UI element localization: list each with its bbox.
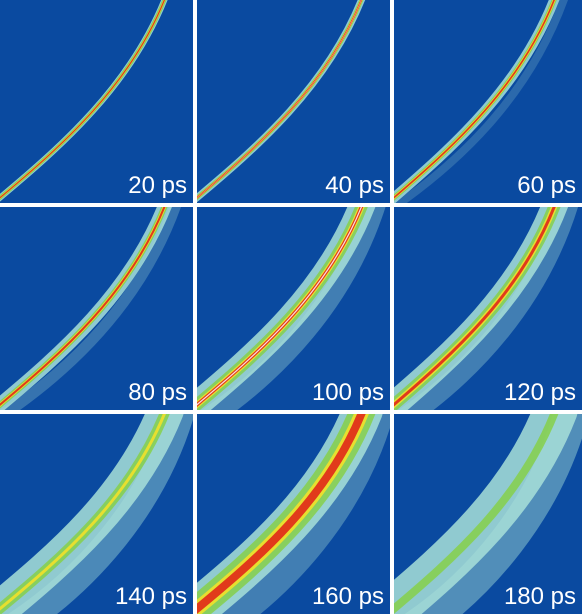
panel-80ps: 80 ps — [0, 207, 193, 410]
beam-halo — [0, 207, 172, 410]
beam-halo — [197, 0, 366, 203]
panel-40ps: 40 ps — [197, 0, 390, 203]
beam-mid — [197, 0, 364, 201]
panel-140ps: 140 ps — [0, 414, 193, 614]
beam-saturation — [197, 0, 362, 198]
time-label: 80 ps — [128, 379, 187, 406]
time-label: 40 ps — [325, 172, 384, 199]
beam-mid — [394, 414, 559, 614]
beam-image — [197, 0, 366, 203]
beam-image — [0, 414, 193, 614]
time-label: 180 ps — [503, 583, 576, 610]
beam-peak — [394, 0, 555, 199]
time-label: 60 ps — [517, 172, 576, 199]
panel-120ps: 120 ps — [394, 207, 582, 410]
beam-image — [0, 0, 168, 202]
beam-core — [0, 0, 166, 199]
beam-image — [394, 414, 582, 614]
panel-60ps: 60 ps — [394, 0, 582, 203]
beam-image — [197, 414, 390, 614]
beam-core — [0, 414, 166, 611]
time-label: 160 ps — [311, 583, 384, 610]
beam-peak — [394, 207, 556, 407]
beam-diffuse-halo — [394, 0, 568, 203]
beam-image — [394, 0, 568, 203]
beam-halo — [394, 0, 560, 203]
beam-diffuse-halo — [0, 207, 181, 410]
beam-image — [394, 207, 579, 410]
beam-saturation — [197, 207, 362, 406]
beam-peak — [197, 414, 366, 614]
beam-diffuse-halo — [201, 207, 386, 410]
time-label: 100 ps — [311, 379, 384, 406]
beam-core — [197, 0, 363, 200]
panel-20ps: 20 ps — [0, 0, 193, 203]
panel-160ps: 160 ps — [197, 414, 390, 614]
panel-180ps: 180 ps — [394, 414, 582, 614]
beam-image — [0, 207, 181, 410]
beam-peak — [197, 0, 363, 199]
beam-mid — [0, 0, 167, 201]
beam-peak — [0, 0, 165, 199]
beam-halo — [0, 0, 168, 202]
beam-diffuse-halo — [398, 207, 579, 410]
time-label: 20 ps — [128, 172, 187, 199]
beam-peak — [0, 207, 166, 406]
time-label: 140 ps — [114, 583, 187, 610]
time-label: 120 ps — [503, 379, 576, 406]
panel-100ps: 100 ps — [197, 207, 390, 410]
beam-image — [197, 207, 386, 410]
